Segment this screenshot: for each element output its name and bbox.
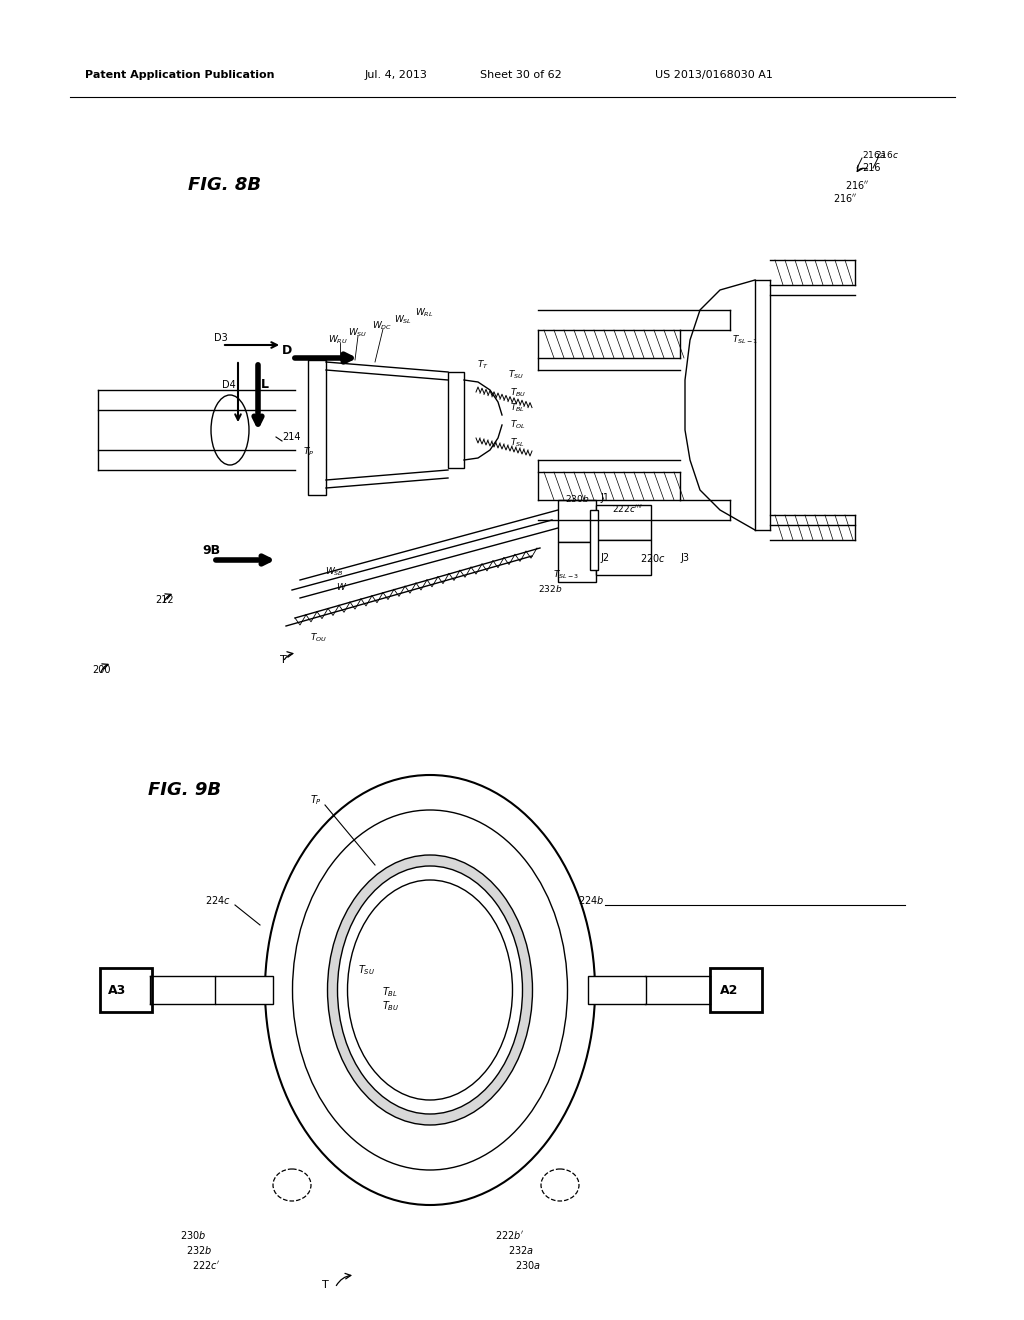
Bar	[588, 975, 646, 1005]
Text: 214: 214	[282, 432, 300, 442]
Text: $216a$: $216a$	[862, 149, 886, 161]
Text: D4: D4	[222, 380, 236, 389]
Text: D3: D3	[214, 333, 227, 343]
Text: $T_{OU}$: $T_{OU}$	[310, 632, 327, 644]
Text: $230b$: $230b$	[565, 492, 590, 503]
Ellipse shape	[328, 855, 532, 1125]
Text: Patent Application Publication: Patent Application Publication	[85, 70, 274, 81]
Text: $W_{SU}$: $W_{SU}$	[348, 327, 368, 339]
Text: $T_{SL}$: $T_{SL}$	[510, 437, 524, 449]
Bar	[590, 510, 598, 570]
Text: $T_{SU}$: $T_{SU}$	[358, 964, 375, 977]
Text: T: T	[280, 655, 287, 665]
Text: $T_T$: $T_T$	[477, 359, 488, 371]
Text: $222b^{\prime}$: $222b^{\prime}$	[495, 1229, 524, 1241]
Text: T: T	[322, 1280, 329, 1290]
Text: A3: A3	[108, 983, 126, 997]
Text: $232b$: $232b$	[538, 582, 562, 594]
Text: A2: A2	[720, 983, 738, 997]
Text: $T_P$: $T_P$	[310, 793, 322, 807]
Text: $W_{SL}$: $W_{SL}$	[394, 314, 412, 326]
Text: $T_P$: $T_P$	[303, 446, 314, 458]
Text: $T_{BU}$: $T_{BU}$	[382, 999, 399, 1012]
Text: 9B: 9B	[202, 544, 220, 557]
Text: $T_{SL-3}$: $T_{SL-3}$	[553, 569, 580, 581]
Text: $T_{BL}$: $T_{BL}$	[510, 401, 525, 414]
Text: 212: 212	[155, 595, 174, 605]
Text: $224c$: $224c$	[205, 894, 230, 906]
Text: $222c^{\prime\prime\prime\prime}$: $222c^{\prime\prime\prime\prime}$	[612, 503, 643, 513]
Bar	[596, 540, 651, 576]
Text: $T_{SU}$: $T_{SU}$	[508, 368, 524, 381]
Bar	[710, 968, 762, 1012]
Text: 216: 216	[862, 162, 881, 173]
Text: $224b$: $224b$	[578, 894, 604, 906]
Ellipse shape	[293, 810, 567, 1170]
Text: J3: J3	[680, 553, 689, 564]
Bar	[215, 975, 273, 1005]
Bar	[596, 506, 651, 540]
Text: 200: 200	[92, 665, 111, 675]
Text: $216^{\prime\prime}$: $216^{\prime\prime}$	[833, 191, 857, 205]
Bar	[558, 500, 596, 543]
Text: $230a$: $230a$	[515, 1259, 541, 1271]
Text: $216^{\prime\prime}$: $216^{\prime\prime}$	[845, 180, 869, 191]
Text: $216c$: $216c$	[874, 149, 899, 161]
Text: $220c$: $220c$	[640, 552, 666, 564]
Text: $T_{BL}$: $T_{BL}$	[382, 985, 398, 999]
Text: $230b$: $230b$	[180, 1229, 206, 1241]
Text: D: D	[282, 343, 292, 356]
Text: $T_{SL-1}$: $T_{SL-1}$	[732, 334, 758, 346]
Text: $W_{RL}$: $W_{RL}$	[415, 306, 433, 319]
Bar	[449, 372, 464, 469]
Text: FIG. 9B: FIG. 9B	[148, 781, 221, 799]
Text: $W_{RU}$: $W_{RU}$	[328, 334, 348, 346]
Ellipse shape	[338, 866, 522, 1114]
Text: L: L	[261, 379, 269, 392]
Text: J1: J1	[600, 492, 609, 503]
Text: $W_{SB}$: $W_{SB}$	[325, 566, 344, 578]
Text: US 2013/0168030 A1: US 2013/0168030 A1	[655, 70, 773, 81]
Bar	[558, 543, 596, 582]
Ellipse shape	[211, 395, 249, 465]
Ellipse shape	[347, 880, 512, 1100]
Text: FIG. 8B: FIG. 8B	[188, 176, 261, 194]
Bar	[100, 968, 152, 1012]
Text: Jul. 4, 2013: Jul. 4, 2013	[365, 70, 428, 81]
Text: $T_{BU}$: $T_{BU}$	[510, 387, 526, 399]
Text: Sheet 30 of 62: Sheet 30 of 62	[480, 70, 562, 81]
Text: $232a$: $232a$	[508, 1243, 534, 1257]
Text: J2: J2	[600, 553, 609, 564]
Text: $W_{DC}$: $W_{DC}$	[372, 319, 392, 333]
Bar	[308, 360, 326, 495]
Text: $W$: $W$	[336, 582, 347, 593]
Text: $222c^{\prime}$: $222c^{\prime}$	[193, 1259, 220, 1271]
Text: $T_{OL}$: $T_{OL}$	[510, 418, 525, 432]
Text: $232b$: $232b$	[186, 1243, 212, 1257]
